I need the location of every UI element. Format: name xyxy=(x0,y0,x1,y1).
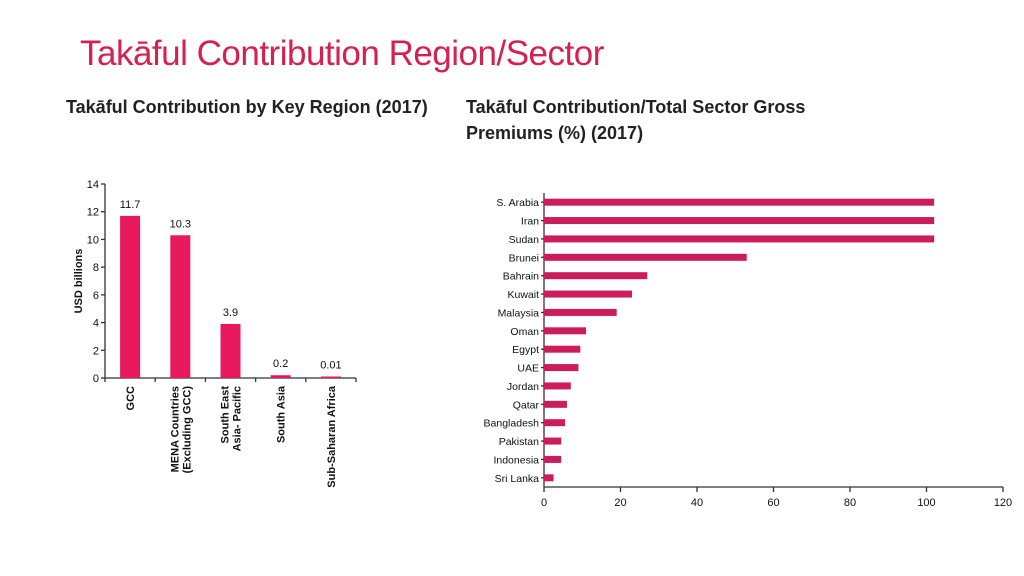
x-tick-label: 60 xyxy=(767,497,779,509)
regional-contribution-bar-chart: 0 2 4 6 8 10 12 14 USD billions 11.7 GCC 10.3 MENA C… xyxy=(73,179,357,488)
y-tick-label: 14 xyxy=(87,179,99,191)
right-chart-heading: Takāful Contribution/Total Sector Gross … xyxy=(466,97,806,143)
bar xyxy=(544,364,579,372)
category-label: MENA Countries(Excluding GCC) xyxy=(169,386,193,474)
data-label: 3.9 xyxy=(223,307,238,319)
x-tick-label: 0 xyxy=(541,497,547,509)
category-label: Qatar xyxy=(513,399,540,411)
category-label: Bangladesh xyxy=(484,418,540,430)
bar xyxy=(544,217,935,225)
category-label: South EastAsia- Pacific xyxy=(220,386,244,452)
y-tick-label: 0 xyxy=(93,373,99,385)
data-label: 0.2 xyxy=(273,358,288,370)
category-label: S. Arabia xyxy=(496,197,539,209)
bar xyxy=(544,327,587,335)
bar xyxy=(544,345,581,353)
bar xyxy=(544,308,617,316)
x-tick-label: 20 xyxy=(614,497,626,509)
category-label: Sri Lanka xyxy=(495,473,540,485)
category-label: Indonesia xyxy=(493,454,539,466)
category-label: Pakistan xyxy=(499,436,539,448)
category-label: Kuwait xyxy=(507,289,539,301)
category-label: Oman xyxy=(510,326,539,338)
data-label: 11.7 xyxy=(120,199,141,211)
bar xyxy=(320,376,341,378)
y-tick-label: 8 xyxy=(93,262,99,274)
bar xyxy=(544,437,562,445)
category-label: Egypt xyxy=(512,344,539,356)
category-label: Bahrain xyxy=(503,271,539,283)
category-label: Iran xyxy=(521,216,539,228)
y-tick-label: 12 xyxy=(87,207,99,219)
category-label: Jordan xyxy=(507,381,539,393)
bar xyxy=(270,375,291,378)
sector-share-horizontal-bar-chart: 0 20 40 60 80 100 120 S. Arabia Iran Sudan Brunei B… xyxy=(484,193,1012,509)
category-label: South Asia xyxy=(276,385,288,443)
y-tick-label: 10 xyxy=(87,234,99,246)
bar xyxy=(220,323,241,378)
y-tick-label: 6 xyxy=(93,290,99,302)
bar xyxy=(120,215,141,378)
bar xyxy=(170,235,191,378)
x-tick-label: 100 xyxy=(917,497,935,509)
bar xyxy=(544,400,567,408)
category-label: GCC xyxy=(125,386,137,411)
bar xyxy=(544,253,747,261)
y-tick-label: 2 xyxy=(93,345,99,357)
category-label: Malaysia xyxy=(498,307,540,319)
category-label: UAE xyxy=(517,363,539,375)
x-tick-label: 40 xyxy=(691,497,703,509)
x-tick-label: 80 xyxy=(844,497,856,509)
x-tick-label: 120 xyxy=(994,497,1012,509)
bar xyxy=(544,272,648,280)
bar xyxy=(544,198,935,206)
category-label: Sudan xyxy=(509,234,540,246)
bar xyxy=(544,235,935,243)
bar xyxy=(544,419,566,427)
y-tick-label: 4 xyxy=(93,318,99,330)
category-label: Brunei xyxy=(509,252,539,264)
bar xyxy=(544,290,632,298)
bar xyxy=(544,382,571,390)
data-label: 0.01 xyxy=(320,360,341,372)
slide-title: Takāful Contribution Region/Sector xyxy=(80,34,604,73)
bar xyxy=(544,455,562,463)
data-label: 10.3 xyxy=(170,218,191,230)
category-label: Sub-Saharan Africa xyxy=(326,385,338,488)
y-axis-title: USD billions xyxy=(73,249,85,314)
bar xyxy=(544,474,554,482)
left-chart-heading: Takāful Contribution by Key Region (2017… xyxy=(66,97,428,117)
